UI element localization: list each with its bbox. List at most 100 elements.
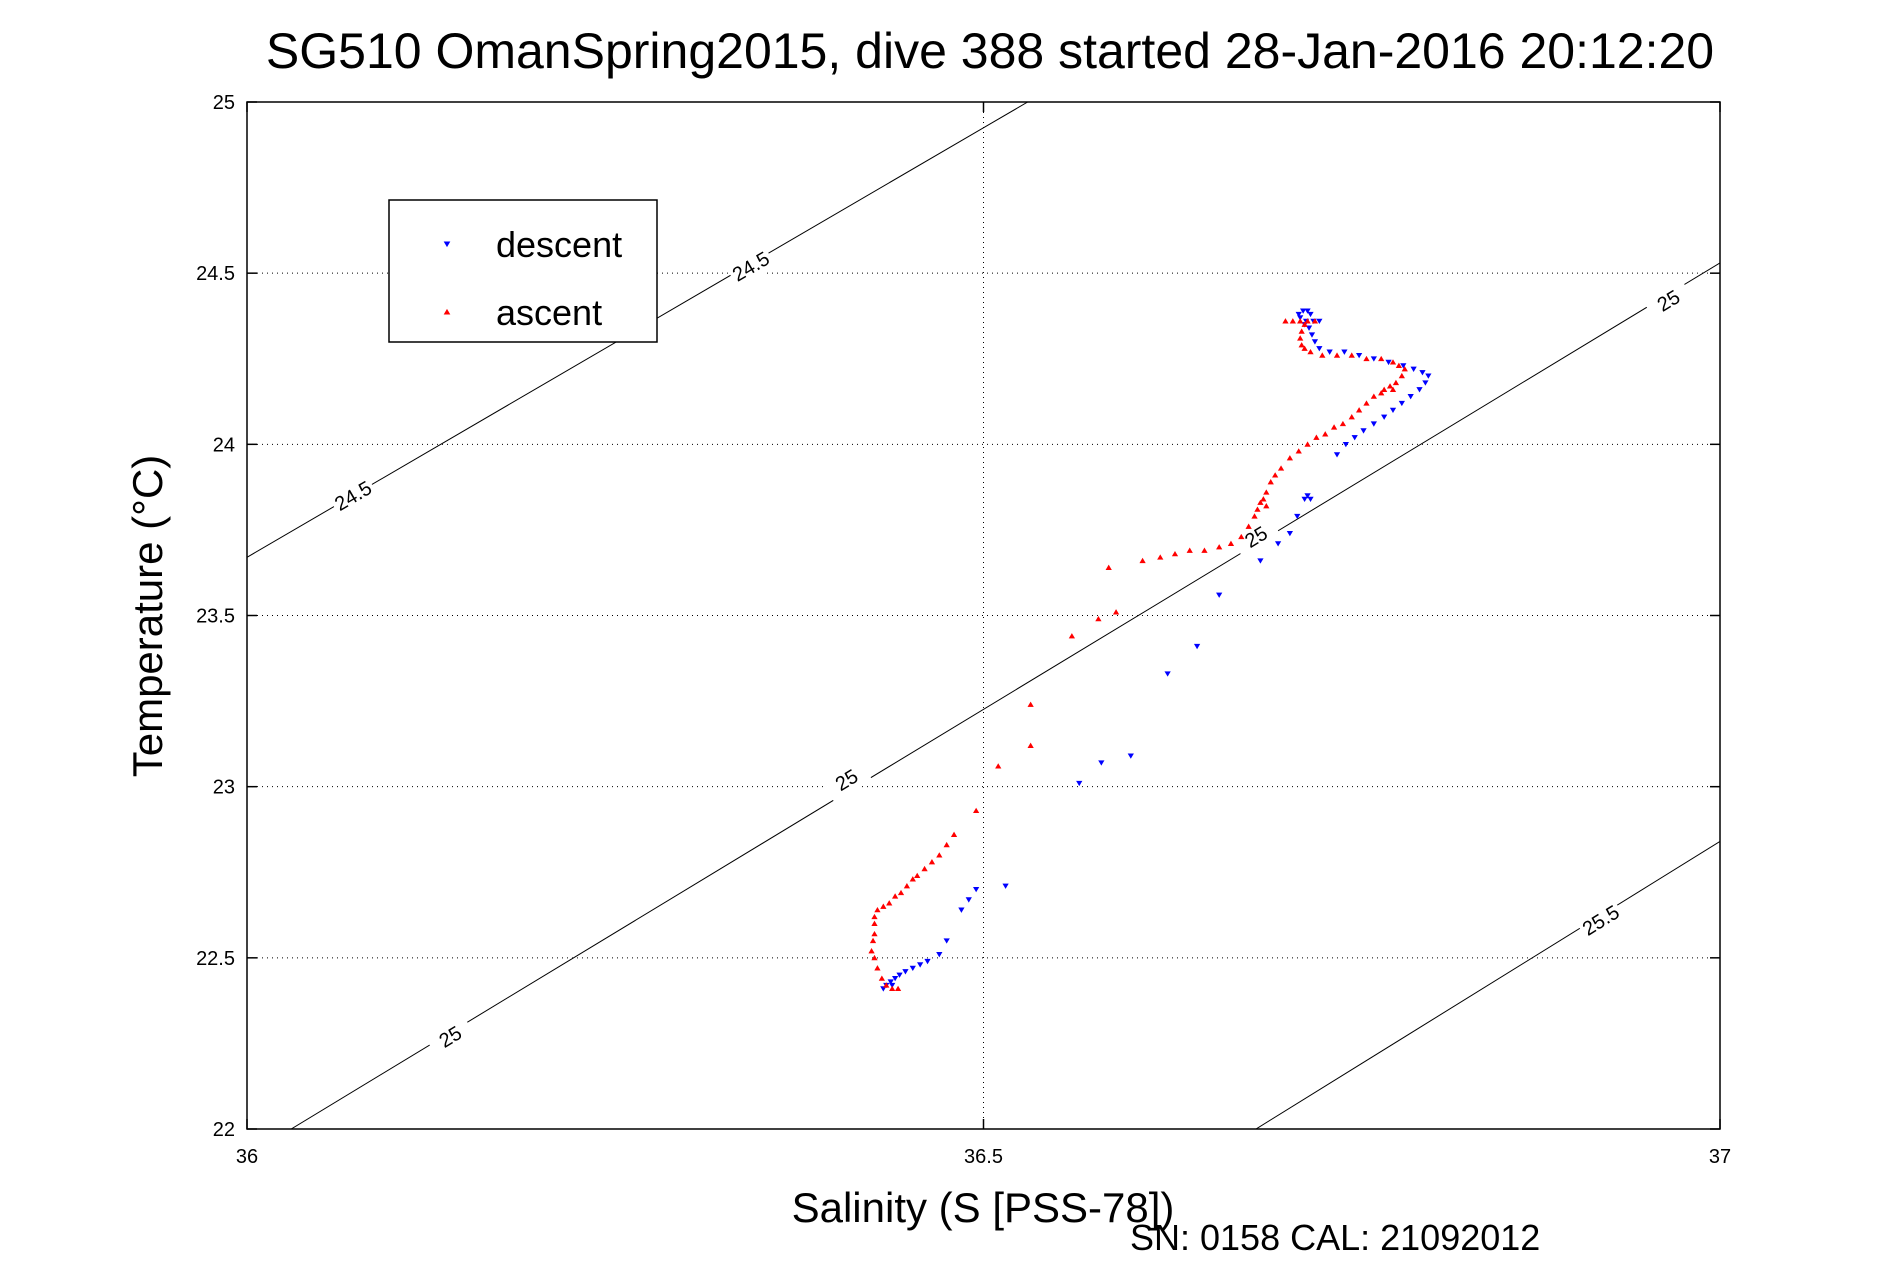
- y-tick-label: 22.5: [196, 948, 235, 970]
- descent-point: [1098, 760, 1105, 766]
- ascent-point: [1301, 345, 1308, 351]
- ascent-point: [1227, 540, 1235, 546]
- descent-point: [973, 886, 980, 893]
- ascent-point: [1311, 318, 1319, 324]
- descent-point: [936, 952, 943, 958]
- contour-label-bg: [725, 244, 777, 289]
- ascent-point: [1171, 550, 1179, 557]
- ascent-point: [936, 852, 943, 858]
- descent-point: [1164, 671, 1171, 677]
- x-tick-label: 37: [1709, 1146, 1731, 1168]
- ascent-point: [1392, 379, 1400, 386]
- ascent-point: [871, 913, 878, 920]
- ascent-point: [1254, 506, 1261, 512]
- ascent-point: [871, 954, 878, 961]
- descent-point: [1389, 407, 1397, 414]
- ascent-point: [1298, 342, 1305, 348]
- contour-label: 25: [424, 1014, 476, 1060]
- descent-point: [1316, 346, 1323, 352]
- data-points: [868, 308, 1432, 992]
- descent-point: [1295, 311, 1302, 318]
- ascent-point: [878, 975, 885, 981]
- contour-label: 25: [1642, 278, 1694, 324]
- ascent-point: [1289, 318, 1296, 324]
- ascent-point: [1277, 465, 1285, 471]
- ascent-point: [891, 893, 899, 899]
- contour-line: [290, 262, 1720, 1129]
- ascent-point: [1216, 544, 1223, 550]
- descent-point: [1308, 332, 1316, 338]
- ascent-point: [1105, 564, 1112, 570]
- contour-label: 25: [1230, 514, 1282, 560]
- ascent-point: [874, 906, 881, 913]
- ascent-point: [1304, 441, 1311, 447]
- ascent-point: [1027, 742, 1034, 748]
- ascent-point: [1267, 479, 1274, 485]
- ascent-point: [1263, 489, 1270, 495]
- descent-point: [1385, 359, 1392, 366]
- ascent-point: [973, 807, 980, 814]
- descent-point: [1193, 643, 1201, 650]
- legend-descent-triangle: [443, 241, 451, 248]
- descent-point: [1419, 370, 1426, 376]
- descent-point: [880, 986, 887, 992]
- descent-point: [943, 938, 950, 944]
- ascent-point: [871, 930, 878, 937]
- ascent-point: [1333, 352, 1341, 358]
- y-axis-label: Temperature (°C): [124, 455, 171, 778]
- descent-point: [1407, 394, 1414, 400]
- legend-box: [388, 199, 658, 343]
- descent-point: [909, 965, 916, 972]
- contour-line: [1255, 841, 1720, 1129]
- descent-point: [1305, 325, 1313, 331]
- descent-point: [1311, 339, 1319, 345]
- y-tick-label: 24: [213, 434, 235, 456]
- ascent-point: [943, 841, 950, 848]
- ascent-point: [1238, 533, 1245, 540]
- x-tick-label: 36: [236, 1146, 258, 1168]
- descent-point: [1301, 496, 1308, 503]
- ascent-point: [1260, 496, 1267, 502]
- ascent-point: [883, 982, 890, 988]
- ascent-point: [914, 872, 921, 879]
- ascent-point: [1307, 348, 1314, 355]
- ascent-point: [874, 965, 881, 971]
- descent-point: [902, 969, 909, 975]
- ascent-point: [1313, 434, 1320, 440]
- descent-point: [1316, 318, 1323, 325]
- ascent-point: [903, 883, 911, 889]
- ascent-point: [1348, 352, 1355, 358]
- chart-title: SG510 OmanSpring2015, dive 388 started 2…: [266, 23, 1714, 79]
- legend: descent ascent: [388, 199, 658, 343]
- ascent-point: [1068, 633, 1076, 639]
- ascent-point: [1319, 352, 1326, 358]
- descent-point: [891, 975, 899, 982]
- descent-point: [924, 958, 931, 965]
- ascent-point: [1297, 335, 1304, 341]
- ascent-point: [1251, 513, 1258, 519]
- descent-point: [965, 897, 972, 903]
- contour-label-bg: [1575, 897, 1627, 943]
- descent-point: [1307, 311, 1314, 318]
- ascent-point: [1381, 386, 1388, 392]
- descent-point: [1294, 513, 1301, 520]
- descent-point: [1355, 352, 1363, 359]
- ascent-point: [1282, 318, 1289, 324]
- ascent-point: [1378, 390, 1385, 396]
- descent-point: [1304, 493, 1311, 499]
- ascent-point: [1401, 366, 1408, 372]
- ascent-point: [1348, 414, 1355, 420]
- descent-point: [1400, 363, 1407, 369]
- descent-point: [896, 972, 903, 978]
- ascent-point: [1301, 321, 1308, 327]
- legend-marker-ascent: [443, 308, 451, 315]
- descent-point: [1370, 356, 1377, 362]
- series-descent: [880, 308, 1432, 992]
- descent-point: [958, 907, 965, 913]
- ascent-point: [1139, 557, 1146, 564]
- ascent-point: [1298, 328, 1305, 334]
- y-tick-label: 23: [213, 777, 235, 799]
- descent-point: [1360, 428, 1367, 434]
